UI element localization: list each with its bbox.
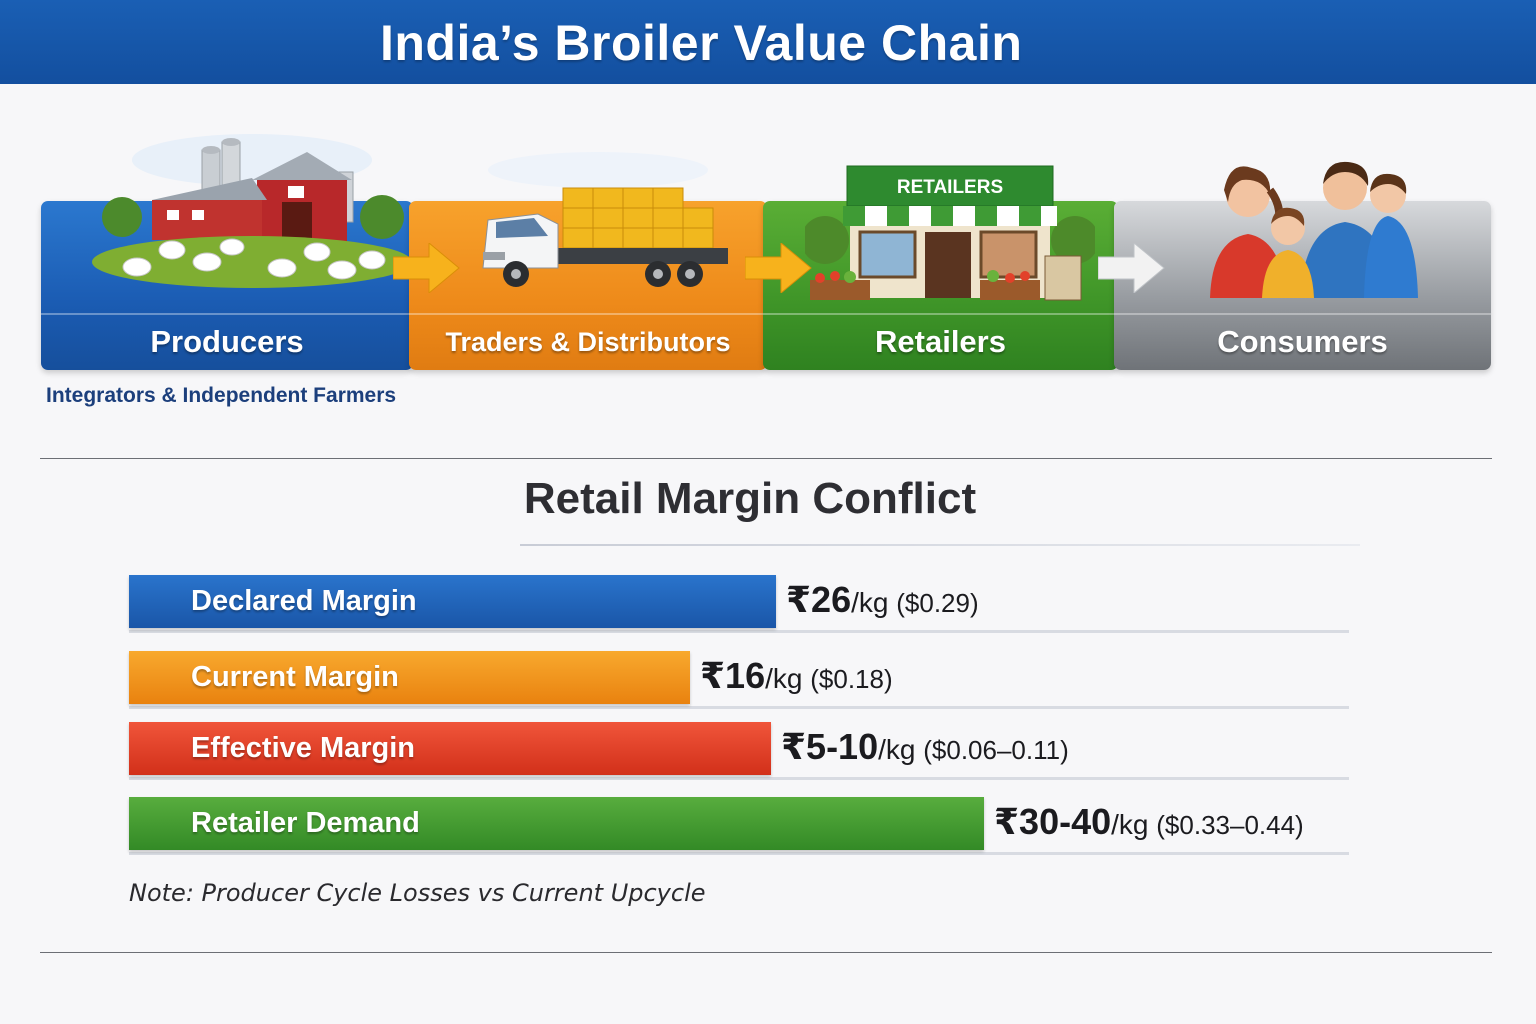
producers-subtitle: Integrators & Independent Farmers: [46, 384, 397, 407]
value-rupee: ₹26: [786, 579, 852, 620]
chart-note: Note: Producer Cycle Losses vs Current U…: [129, 879, 706, 907]
arrow-right-icon: [393, 243, 460, 293]
shop-illustration: RETAILERS: [805, 165, 1095, 301]
value-usd: ($0.29): [896, 588, 979, 618]
bar-value-label: ₹5-10/kg ($0.06–0.11): [781, 726, 1069, 768]
chart-title: Retail Margin Conflict: [0, 474, 1536, 524]
value-usd: ($0.06–0.11): [923, 735, 1069, 765]
shop-sign-text: RETAILERS: [897, 177, 1003, 198]
bar-category-label: Retailer Demand: [191, 807, 420, 839]
stage-label-producers: Producers: [41, 313, 413, 372]
arrow-right-icon: [745, 243, 812, 293]
bar-declared-margin: Declared Margin: [129, 575, 776, 628]
value-unit: /kg: [851, 587, 897, 618]
truck-illustration: [482, 152, 728, 287]
divider-top: [40, 458, 1492, 459]
bar-current-margin: Current Margin: [129, 651, 690, 704]
chart-title-text: Retail Margin Conflict: [523, 474, 977, 523]
page-title: India’s Broiler Value Chain: [380, 15, 1023, 71]
value-usd: ($0.18): [810, 664, 893, 694]
bar-value-label: ₹16/kg ($0.18): [700, 655, 893, 697]
stage-label-consumers: Consumers: [1114, 313, 1491, 372]
value-rupee: ₹16: [700, 655, 766, 696]
arrow-right-icon: [1098, 243, 1165, 293]
stage-label-traders: Traders & Distributors: [409, 313, 767, 372]
bar-row-baseline: [129, 630, 1349, 633]
farm-illustration: [92, 134, 412, 288]
stage-label-retailers: Retailers: [763, 313, 1118, 372]
value-rupee: ₹5-10: [781, 726, 879, 767]
family-illustration: [1210, 161, 1418, 298]
bar-row-baseline: [129, 852, 1349, 855]
bar-value-label: ₹26/kg ($0.29): [786, 579, 979, 621]
bar-category-label: Effective Margin: [191, 732, 415, 764]
bar-effective-margin: Effective Margin: [129, 722, 771, 775]
value-unit: /kg: [1111, 809, 1157, 840]
value-rupee: ₹30-40: [994, 801, 1112, 842]
bar-row-baseline: [129, 706, 1349, 709]
bar-row-baseline: [129, 777, 1349, 780]
title-bar: India’s Broiler Value Chain: [0, 0, 1536, 84]
divider-bottom: [40, 952, 1492, 953]
bar-category-label: Declared Margin: [191, 585, 417, 617]
bar-category-label: Current Margin: [191, 661, 399, 693]
bar-value-label: ₹30-40/kg ($0.33–0.44): [994, 801, 1304, 843]
value-unit: /kg: [765, 663, 811, 694]
value-unit: /kg: [878, 734, 924, 765]
bar-retailer-demand: Retailer Demand: [129, 797, 984, 850]
title-underline: [520, 544, 1360, 546]
value-usd: ($0.33–0.44): [1156, 810, 1304, 840]
